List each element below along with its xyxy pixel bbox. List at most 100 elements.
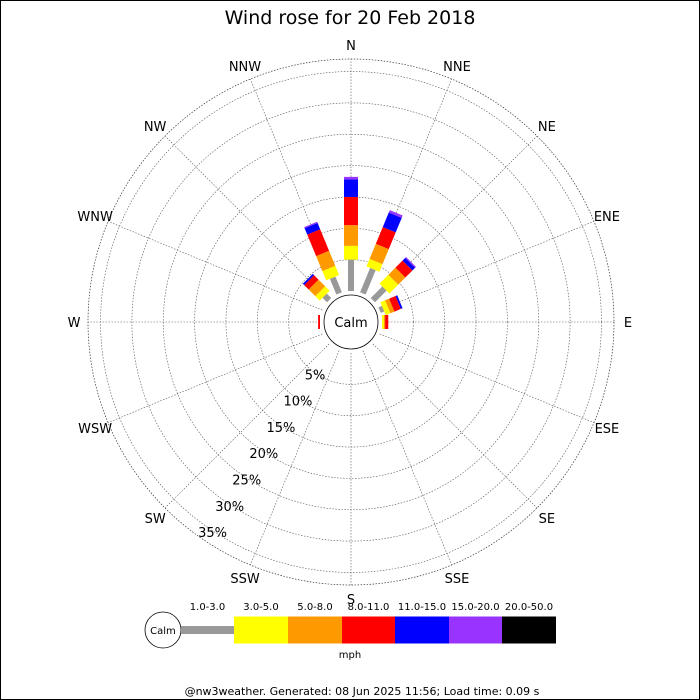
bar-ene — [378, 295, 403, 316]
footer-text: @nw3weather. Generated: 08 Jun 2025 11:5… — [185, 685, 540, 698]
polar-grid — [87, 58, 615, 586]
legend-swatch — [342, 616, 395, 644]
wind-bars — [302, 176, 417, 329]
legend-bin-label: 1.0-3.0 — [190, 602, 225, 613]
radial-tick-labels: 5% 10% 15% 20% 25% 30% 35% — [198, 368, 325, 541]
grid-spoke — [250, 78, 340, 294]
grid-spoke — [379, 333, 595, 423]
radial-tick-label: 35% — [198, 526, 227, 541]
bar-segment — [307, 229, 330, 257]
grid-spoke — [372, 135, 538, 301]
legend-swatch — [395, 616, 449, 644]
legend-swatch — [181, 626, 234, 634]
calm-label: Calm — [334, 316, 367, 331]
bar-segment — [304, 221, 318, 229]
legend-units: mph — [339, 650, 361, 661]
radial-tick-label: 5% — [305, 368, 326, 383]
legend-bin-label: 5.0-8.0 — [297, 602, 332, 613]
direction-label: NNW — [229, 60, 261, 75]
grid-ring — [194, 165, 508, 479]
chart-title: Wind rose for 20 Feb 2018 — [225, 7, 476, 29]
bar-segment — [344, 196, 358, 226]
bar-segment — [344, 179, 358, 197]
legend-swatch — [502, 616, 556, 644]
grid-spoke — [107, 333, 323, 423]
direction-label: W — [68, 316, 81, 331]
radial-tick-label: 25% — [232, 473, 261, 488]
direction-label: SSE — [445, 572, 470, 587]
direction-label: SE — [539, 512, 555, 527]
legend-calm-label: Calm — [150, 626, 176, 637]
direction-label: SW — [145, 512, 166, 527]
legend-swatch — [288, 616, 342, 644]
bar-segment — [322, 265, 340, 281]
grid-ring — [256, 227, 446, 417]
bar-segment — [405, 256, 417, 268]
legend-bin-label: 20.0-50.0 — [505, 602, 553, 613]
bar-segment — [308, 279, 326, 297]
direction-label: SSW — [230, 572, 260, 587]
legend-swatch — [234, 616, 288, 644]
bar-segment — [380, 300, 391, 316]
direction-label: S — [347, 593, 355, 608]
bar-segment — [316, 250, 336, 272]
direction-label: NW — [144, 120, 167, 135]
grid-ring — [131, 102, 571, 542]
bar-segment — [382, 212, 402, 233]
direction-label: NE — [538, 120, 556, 135]
bar-segment — [360, 267, 376, 295]
bar-segment — [344, 245, 358, 260]
direction-label: WSW — [78, 422, 112, 437]
bar-segment — [370, 286, 387, 303]
direction-label: N — [346, 39, 356, 54]
grid-spoke — [107, 221, 323, 311]
bar-segment — [315, 286, 330, 301]
direction-labels: N NNE NE ENE E ESE SE SSE S SSW SW WSW W WNW NW NNW — [68, 39, 633, 608]
direction-label: E — [624, 316, 632, 331]
grid-spoke — [250, 350, 340, 566]
legend-bin-label: 8.0-11.0 — [348, 602, 390, 613]
radial-tick-label: 30% — [215, 500, 244, 515]
bar-segment — [304, 222, 321, 235]
bar-segment — [329, 276, 342, 295]
bar-segment — [395, 260, 413, 278]
bar-segment — [389, 295, 401, 312]
grid-spoke — [372, 343, 538, 509]
calm-center: Calm — [323, 294, 379, 350]
calm-circle — [323, 294, 379, 350]
direction-label: ESE — [595, 422, 620, 437]
legend: Calm 1.0-3.0 3.0-5.0 5.0-8.0 8.0-11.0 11.0-15… — [144, 602, 556, 661]
bar-segment — [348, 259, 354, 291]
bar-nne — [360, 210, 403, 295]
radial-tick-label: 20% — [249, 447, 278, 462]
bar-segment — [344, 176, 358, 180]
radial-tick-label: 10% — [284, 395, 313, 410]
bar-segment — [383, 315, 386, 329]
bar-n — [344, 176, 358, 291]
bar-e — [381, 315, 389, 329]
direction-label: WNW — [77, 210, 113, 225]
bar-segment — [381, 315, 384, 329]
bar-segment — [395, 295, 403, 309]
bar-nw — [302, 273, 332, 303]
grid-spoke — [164, 343, 330, 509]
grid-spoke — [379, 221, 595, 311]
grid-spoke — [362, 78, 452, 294]
bar-segment — [385, 315, 389, 329]
bar-segment — [318, 315, 321, 329]
direction-label: NNE — [443, 60, 471, 75]
bar-nnw — [304, 221, 342, 295]
bar-segment — [369, 243, 389, 265]
bar-segment — [302, 273, 315, 286]
bar-segment — [344, 225, 358, 246]
bar-segment — [388, 267, 406, 285]
grid-spoke — [362, 350, 452, 566]
bar-w — [318, 315, 321, 329]
bar-segment — [366, 258, 383, 272]
legend-bin-label: 15.0-20.0 — [451, 602, 499, 613]
bar-segment — [378, 305, 385, 313]
bar-segment — [379, 274, 399, 294]
legend-bin-label: 11.0-15.0 — [398, 602, 446, 613]
